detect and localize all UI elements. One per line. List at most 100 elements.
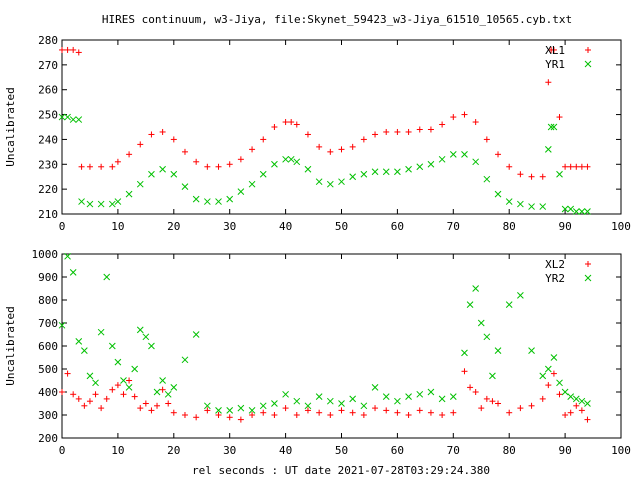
data-point [237, 404, 245, 412]
data-point [394, 397, 401, 405]
top-legend-label: XL1 [545, 44, 565, 57]
top-x-tick-label: 90 [558, 220, 571, 233]
bottom-x-tick-label: 70 [447, 444, 460, 457]
top-x-tick-label: 40 [279, 220, 292, 233]
data-point [226, 414, 233, 421]
data-point [372, 131, 379, 138]
top-y-tick-label: 280 [38, 34, 58, 47]
data-point [159, 165, 166, 173]
bottom-panel: Uncalibrated 0 10 20 30 40 50 60 70 80 90 100 200 30… [4, 248, 631, 457]
bottom-y-tick-label: 700 [38, 317, 58, 330]
data-point [547, 123, 555, 131]
data-point [545, 79, 552, 86]
data-point [405, 128, 412, 135]
data-point [204, 163, 211, 170]
data-point [58, 321, 66, 329]
data-point [505, 301, 513, 308]
bottom-x-tick-label: 10 [111, 444, 124, 457]
data-point [394, 409, 401, 416]
data-point [394, 168, 401, 176]
data-point [159, 386, 166, 393]
data-point [215, 198, 222, 205]
data-point [539, 203, 547, 210]
data-point [427, 126, 434, 133]
data-point [550, 46, 557, 53]
data-point [562, 163, 569, 170]
data-point [192, 331, 200, 338]
data-point [483, 175, 491, 183]
data-point [584, 400, 591, 407]
data-point [259, 170, 267, 178]
data-point [438, 155, 446, 163]
data-point [148, 342, 155, 350]
data-point [125, 384, 133, 391]
top-x-tick-label: 100 [611, 220, 631, 233]
data-point [449, 393, 457, 400]
bottom-x-tick-label: 80 [503, 444, 516, 457]
data-point [572, 395, 580, 403]
data-point [573, 402, 580, 409]
data-point [288, 119, 295, 126]
data-point [248, 407, 256, 414]
bottom-x-tick-label: 40 [279, 444, 292, 457]
data-point [545, 382, 552, 389]
data-point [126, 377, 133, 384]
bottom-y-tick-label: 500 [38, 363, 58, 376]
bottom-y-tick-label: 300 [38, 409, 58, 422]
data-point [338, 178, 345, 186]
data-point [495, 400, 502, 407]
data-point [506, 163, 513, 170]
bottom-y-tick-label: 200 [38, 432, 58, 445]
data-point [226, 407, 234, 414]
data-point [539, 395, 546, 402]
data-point [304, 131, 311, 138]
bottom-series-yr2 [58, 252, 591, 414]
data-point [561, 388, 569, 396]
data-point [349, 395, 357, 403]
data-point [539, 173, 546, 180]
bottom-y-axis-label: Uncalibrated [4, 306, 17, 385]
data-point [159, 128, 166, 135]
data-point [517, 171, 524, 178]
data-point [192, 195, 200, 203]
data-point [483, 395, 490, 402]
data-point [349, 173, 357, 181]
data-point [153, 388, 161, 396]
data-point [561, 205, 569, 213]
data-point [449, 150, 457, 158]
data-point [556, 391, 563, 398]
data-point [427, 160, 435, 168]
data-point [148, 131, 155, 138]
bottom-x-tick-label: 0 [59, 444, 66, 457]
top-panel: Uncalibrated 0 10 20 30 40 50 60 70 80 90 100 210 22… [4, 34, 631, 233]
data-point [282, 155, 289, 163]
data-point [517, 200, 524, 208]
data-point [578, 397, 586, 405]
top-x-tick-label: 10 [111, 220, 124, 233]
data-point [86, 200, 94, 208]
top-y-tick-label: 220 [38, 183, 58, 196]
data-point [271, 412, 278, 418]
data-point [98, 163, 105, 170]
data-point [450, 409, 457, 416]
data-point [562, 412, 569, 418]
data-point [338, 146, 345, 153]
data-point [69, 116, 77, 123]
data-point [86, 372, 94, 380]
data-point [382, 393, 390, 400]
data-point [539, 372, 547, 380]
data-point [226, 195, 234, 203]
data-point [260, 409, 267, 416]
data-point [114, 158, 121, 165]
data-point [165, 400, 172, 407]
data-point [282, 390, 289, 398]
data-point [108, 342, 116, 350]
data-point [114, 198, 122, 205]
data-point [193, 158, 200, 165]
data-point [164, 390, 172, 398]
data-point [293, 121, 300, 128]
data-point [584, 208, 591, 215]
top-y-tick-label: 270 [38, 59, 58, 72]
